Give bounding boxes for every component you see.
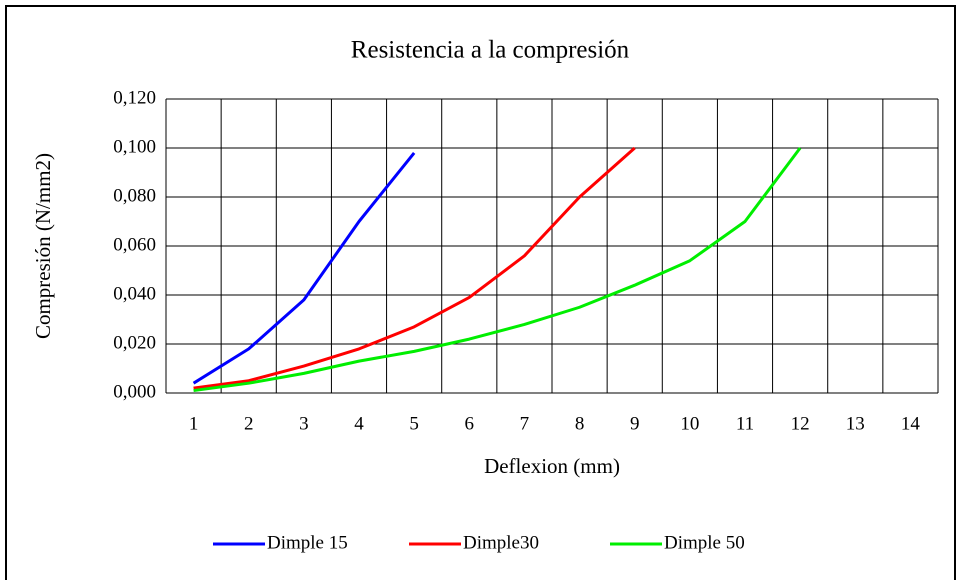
y-tick-label: 0,040 <box>113 283 156 304</box>
y-tick-label: 0,020 <box>113 332 156 353</box>
legend-label: Dimple30 <box>463 532 539 553</box>
y-tick-label: 0,120 <box>113 87 156 108</box>
x-tick-label: 1 <box>189 413 199 434</box>
x-tick-label: 3 <box>299 413 309 434</box>
chart-title: Resistencia a la compresión <box>351 37 630 64</box>
y-tick-label: 0,100 <box>113 136 156 157</box>
x-tick-label: 14 <box>901 413 921 434</box>
x-axis-label: Deflexion (mm) <box>484 454 620 478</box>
y-tick-label: 0,000 <box>113 381 156 402</box>
x-tick-label: 4 <box>354 413 364 434</box>
legend-label: Dimple 50 <box>664 532 745 553</box>
y-axis-label: Compresión (N/mm2) <box>31 153 55 339</box>
x-tick-label: 8 <box>575 413 585 434</box>
x-tick-label: 9 <box>630 413 640 434</box>
x-tick-label: 11 <box>736 413 754 434</box>
y-tick-label: 0,060 <box>113 234 156 255</box>
series-line <box>193 146 636 390</box>
x-tick-label: 10 <box>680 413 699 434</box>
series-line <box>192 151 416 385</box>
chart-border <box>5 5 956 580</box>
x-tick-label: 2 <box>244 413 254 434</box>
legend-label: Dimple 15 <box>267 532 348 553</box>
x-tick-label: 12 <box>791 413 810 434</box>
series-line <box>193 147 802 393</box>
x-tick-label: 6 <box>465 413 475 434</box>
x-tick-label: 7 <box>520 413 530 434</box>
y-tick-label: 0,080 <box>113 185 156 206</box>
x-tick-label: 13 <box>846 413 865 434</box>
x-tick-label: 5 <box>409 413 419 434</box>
